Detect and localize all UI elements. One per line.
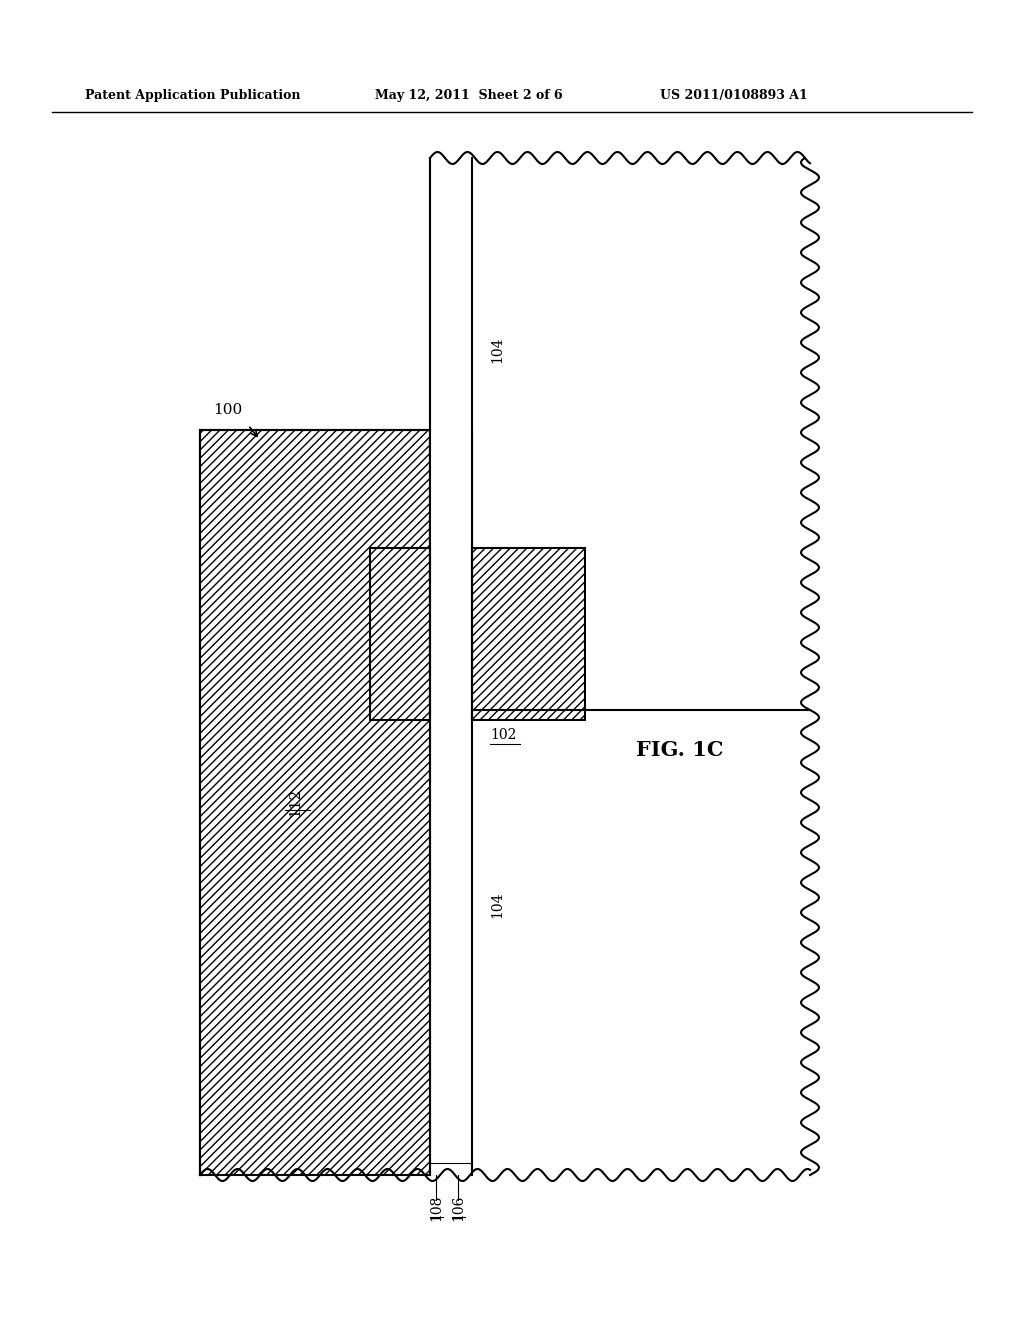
Bar <box>430 430 472 719</box>
Bar <box>200 430 430 1175</box>
Text: 110: 110 <box>530 648 544 676</box>
Bar <box>370 548 585 719</box>
Text: 104: 104 <box>490 892 504 919</box>
Text: Patent Application Publication: Patent Application Publication <box>85 88 300 102</box>
Text: May 12, 2011  Sheet 2 of 6: May 12, 2011 Sheet 2 of 6 <box>375 88 562 102</box>
Text: US 2011/0108893 A1: US 2011/0108893 A1 <box>660 88 808 102</box>
Text: 100: 100 <box>213 403 243 417</box>
Text: 108: 108 <box>429 1195 443 1221</box>
Text: 112: 112 <box>288 787 302 817</box>
Text: 102: 102 <box>490 729 516 742</box>
Bar <box>430 543 472 725</box>
Text: FIG. 1C: FIG. 1C <box>636 741 724 760</box>
Text: 104: 104 <box>490 337 504 363</box>
Text: 106: 106 <box>451 1195 465 1221</box>
